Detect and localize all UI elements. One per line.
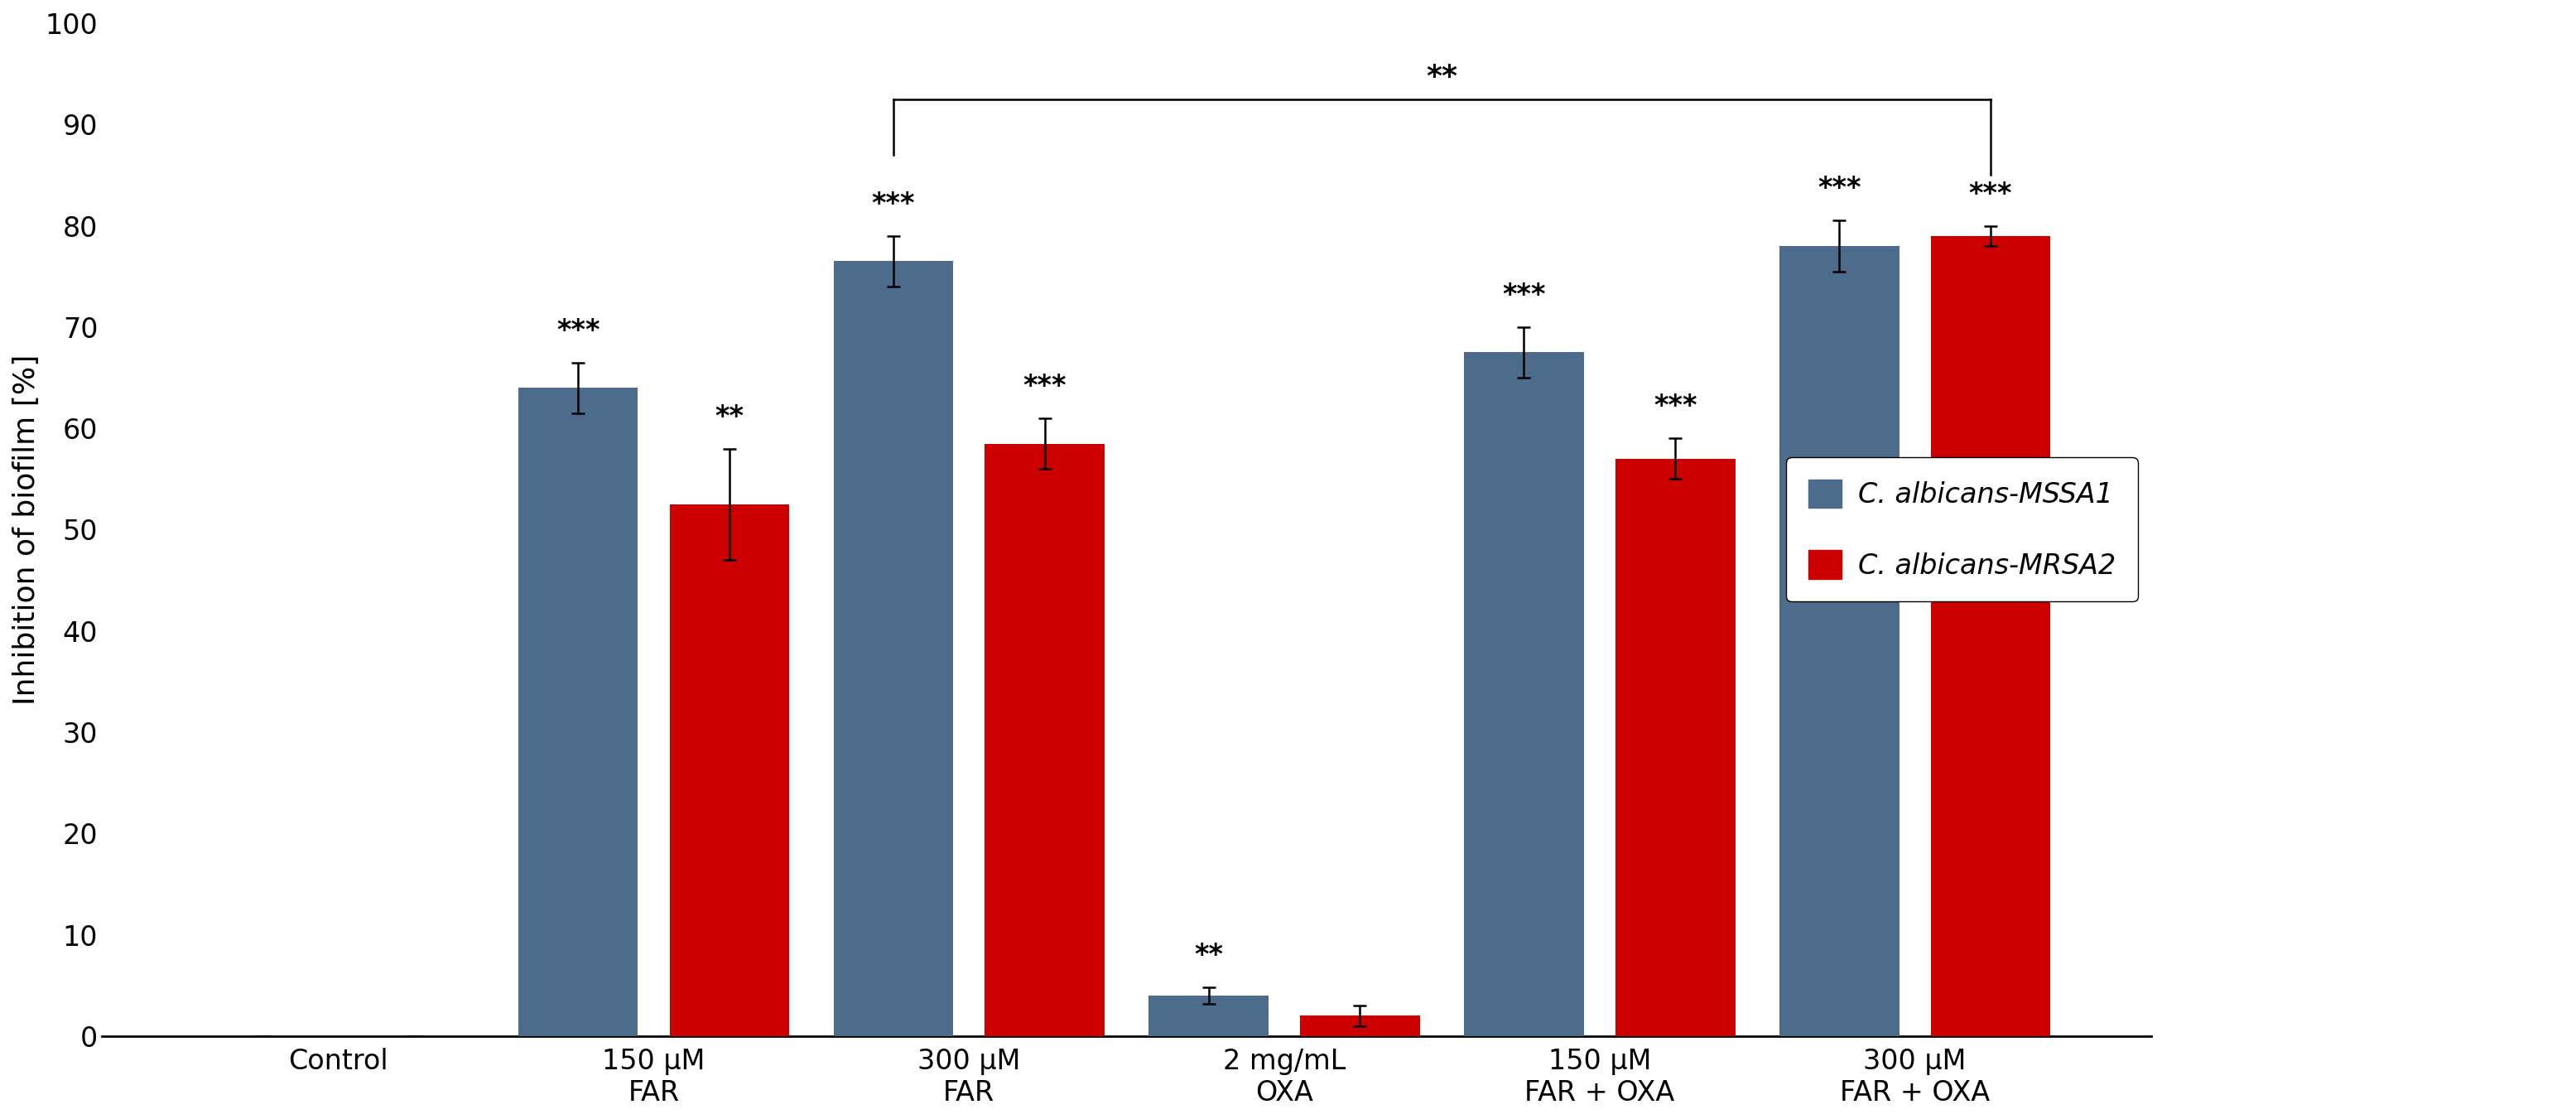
Bar [1929, 236, 2050, 1036]
Bar [1615, 459, 1736, 1036]
Bar [518, 388, 639, 1036]
Text: ***: *** [1819, 176, 1860, 203]
Text: **: ** [716, 403, 744, 431]
Bar [1149, 996, 1267, 1036]
Bar [1463, 352, 1584, 1036]
Text: **: ** [1195, 942, 1224, 969]
Text: ***: *** [556, 317, 600, 345]
Bar [670, 505, 788, 1036]
Text: ***: *** [871, 190, 914, 218]
Bar [835, 261, 953, 1036]
Text: ***: *** [1654, 393, 1698, 421]
Legend: C. albicans-MSSA1, C. albicans-MRSA2: C. albicans-MSSA1, C. albicans-MRSA2 [1785, 458, 2138, 602]
Bar [1301, 1016, 1419, 1036]
Text: ***: *** [1502, 282, 1546, 309]
Y-axis label: Inhibition of biofilm [%]: Inhibition of biofilm [%] [13, 355, 41, 705]
Bar [1780, 246, 1899, 1036]
Bar [984, 443, 1105, 1036]
Text: **: ** [1427, 63, 1458, 91]
Text: ***: *** [1968, 180, 2012, 207]
Text: ***: *** [1023, 373, 1066, 399]
